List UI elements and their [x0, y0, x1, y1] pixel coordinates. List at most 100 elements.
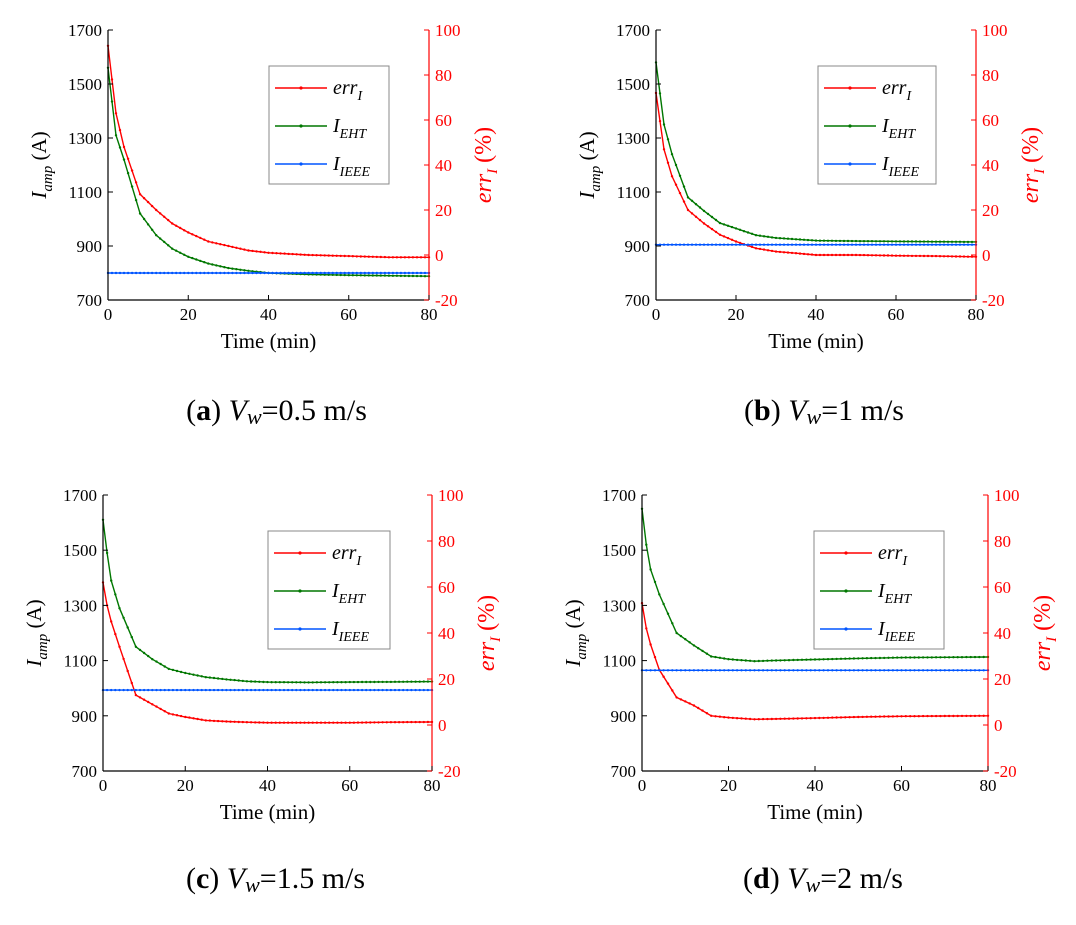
- panel-caption: (a) Vw=0.5 m/s: [186, 394, 367, 429]
- data-point: [714, 218, 718, 222]
- panel-letter: d: [753, 862, 770, 895]
- data-point: [351, 255, 354, 258]
- series-markers-I-IEEE: [654, 243, 978, 246]
- legend-label-sub: IEEE: [884, 630, 916, 645]
- data-point: [134, 198, 138, 202]
- data-point: [344, 688, 347, 692]
- data-point: [786, 243, 790, 246]
- data-point: [360, 680, 364, 684]
- data-point: [809, 717, 812, 720]
- data-point: [419, 274, 423, 278]
- x-tick-label: 40: [259, 776, 276, 795]
- data-point: [163, 665, 166, 668]
- data-point: [122, 271, 126, 275]
- data-point: [233, 678, 236, 682]
- data-point: [842, 243, 846, 246]
- data-point: [212, 719, 216, 723]
- data-point: [323, 681, 327, 684]
- data-point: [191, 233, 194, 236]
- data-point: [806, 253, 810, 256]
- data-point: [344, 721, 347, 724]
- data-point: [910, 243, 914, 246]
- data-point: [411, 274, 415, 278]
- data-point: [138, 193, 142, 196]
- data-point: [934, 656, 938, 659]
- data-point: [192, 673, 195, 676]
- data-point: [850, 239, 854, 243]
- legend-marker: [848, 86, 852, 90]
- data-point: [809, 658, 812, 661]
- data-point: [982, 714, 985, 717]
- caption-variable-sub: w: [245, 872, 260, 897]
- data-point: [307, 271, 310, 275]
- data-point: [365, 721, 368, 724]
- y-right-tick-label: -20: [982, 291, 1005, 310]
- legend-label: IIEEE: [877, 618, 915, 645]
- data-point: [395, 271, 399, 275]
- data-point: [783, 669, 786, 672]
- y-right-axis-label: errI (%): [474, 595, 504, 671]
- data-point: [778, 250, 782, 254]
- y-left-tick-label: 1300: [63, 596, 97, 615]
- y-left-label-main: I: [575, 191, 599, 200]
- data-point: [682, 243, 686, 246]
- data-point: [942, 243, 946, 246]
- data-point: [831, 657, 834, 661]
- data-point: [295, 253, 298, 256]
- data-point: [159, 271, 162, 275]
- data-point: [852, 657, 856, 660]
- y-left-label-unit: (A): [27, 131, 51, 165]
- data-point: [748, 669, 752, 672]
- data-point: [251, 249, 254, 253]
- data-point: [952, 669, 955, 672]
- data-point: [686, 196, 690, 199]
- data-point: [800, 658, 804, 661]
- data-point: [761, 717, 765, 721]
- x-tick-label: 60: [341, 776, 358, 795]
- data-point: [151, 658, 154, 661]
- data-point: [906, 254, 910, 257]
- x-tick-label: 0: [99, 776, 108, 795]
- data-point: [365, 680, 368, 684]
- data-point: [387, 256, 391, 259]
- data-point: [954, 240, 958, 243]
- data-point: [146, 223, 150, 226]
- legend-marker: [298, 589, 302, 593]
- data-point: [155, 705, 158, 708]
- data-point: [311, 253, 314, 257]
- data-point: [203, 238, 206, 241]
- data-point: [167, 244, 170, 247]
- data-point: [858, 243, 862, 246]
- y-right-label-sub: I: [1032, 168, 1048, 175]
- data-point: [343, 271, 346, 275]
- data-point: [179, 688, 183, 692]
- data-point: [714, 230, 718, 234]
- chart-panel-a: 0 20 40 60 80 700 900 1100 1300 1500 1700 -20 0 20 40 6…: [27, 21, 501, 429]
- data-point: [414, 688, 417, 692]
- data-point: [410, 680, 413, 683]
- data-point: [862, 240, 866, 243]
- data-point: [842, 253, 846, 257]
- data-point: [857, 657, 860, 660]
- data-point: [286, 688, 290, 692]
- data-point: [943, 669, 946, 672]
- data-point: [359, 274, 362, 277]
- data-point: [328, 721, 331, 724]
- y-right-tick-label: 60: [982, 111, 999, 130]
- data-point: [688, 702, 691, 705]
- data-point: [692, 644, 696, 647]
- y-left-tick-label: 900: [611, 707, 637, 726]
- data-point: [697, 706, 700, 710]
- data-point: [770, 236, 774, 239]
- data-point: [243, 271, 246, 275]
- data-point: [883, 715, 886, 718]
- y-left-tick-label: 1700: [63, 486, 97, 505]
- data-point: [229, 720, 232, 723]
- data-point: [718, 221, 722, 225]
- data-point: [766, 669, 769, 672]
- data-point: [858, 253, 862, 257]
- data-point: [774, 669, 778, 672]
- data-point: [196, 674, 199, 677]
- data-point: [126, 688, 129, 692]
- data-point: [383, 274, 387, 277]
